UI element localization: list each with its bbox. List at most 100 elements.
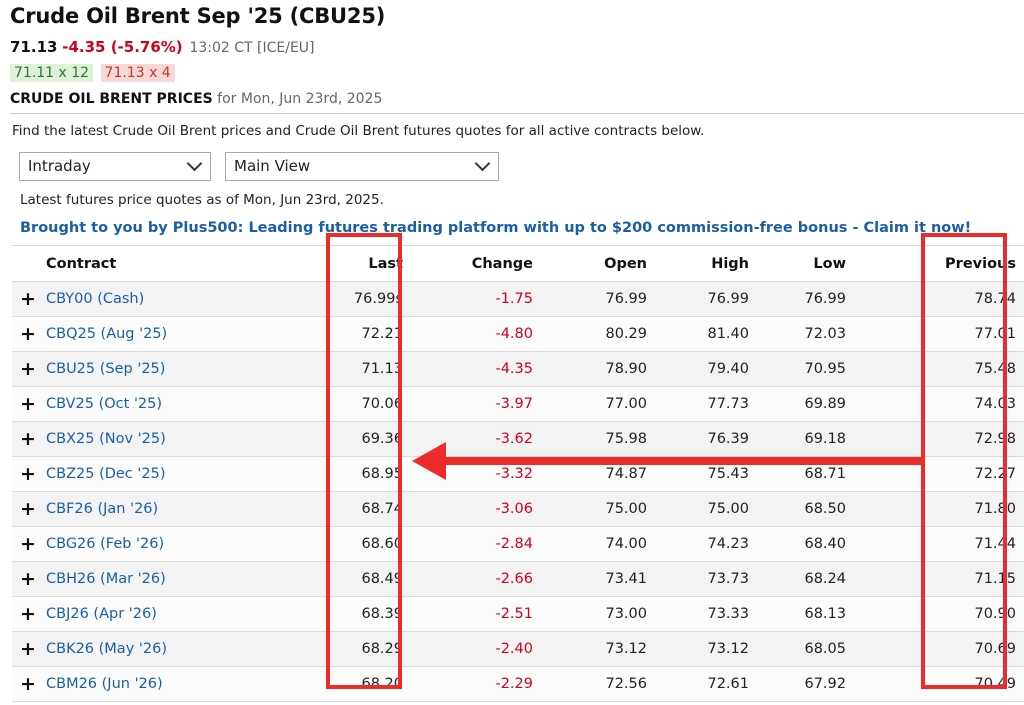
- contract-link[interactable]: CBQ25 (Aug '25): [40, 316, 321, 352]
- table-row[interactable]: + CBY00 (Cash) 76.99s -1.75 76.99 76.99 76.99 7…: [12, 281, 1024, 317]
- cell-change: -3.97: [411, 386, 541, 422]
- cell-change: -3.32: [411, 456, 541, 492]
- cell-last: 68.29: [321, 631, 411, 667]
- table-row[interactable]: + CBJ26 (Apr '26) 68.39 -2.51 73.00 73.33 68.1…: [12, 596, 1024, 632]
- promo-link[interactable]: Brought to you by Plus500: Leading futur…: [20, 220, 972, 236]
- period-select[interactable]: Intraday: [19, 152, 211, 181]
- cell-low: 68.50: [757, 491, 854, 527]
- cell-high: 73.73: [655, 561, 757, 597]
- cell-high: 72.61: [655, 666, 757, 702]
- expand-plus-icon[interactable]: +: [12, 631, 40, 667]
- cell-last: 68.74: [321, 491, 411, 527]
- contract-link[interactable]: CBU25 (Sep '25): [40, 351, 321, 387]
- cell-previous: 71.15: [854, 561, 1024, 597]
- cell-change: -2.40: [411, 631, 541, 667]
- column-header-low[interactable]: Low: [757, 245, 854, 282]
- contract-link[interactable]: CBF26 (Jan '26): [40, 491, 321, 527]
- expand-plus-icon[interactable]: +: [12, 491, 40, 527]
- cell-change: -2.66: [411, 561, 541, 597]
- cell-low: 69.18: [757, 421, 854, 457]
- chevron-down-icon: [474, 155, 491, 172]
- cell-last: 70.06: [321, 386, 411, 422]
- cell-open: 73.00: [541, 596, 655, 632]
- table-row[interactable]: + CBM26 (Jun '26) 68.20 -2.29 72.56 72.61 67.9…: [12, 666, 1024, 702]
- cell-high: 81.40: [655, 316, 757, 352]
- cell-previous: 72.98: [854, 421, 1024, 457]
- cell-change: -4.35: [411, 351, 541, 387]
- page-title: Crude Oil Brent Sep '25 (CBU25): [10, 4, 386, 28]
- quote-time: 13:02 CT [ICE/EU]: [189, 40, 315, 56]
- cell-low: 68.13: [757, 596, 854, 632]
- cell-last: 68.49: [321, 561, 411, 597]
- cell-low: 70.95: [757, 351, 854, 387]
- cell-low: 68.24: [757, 561, 854, 597]
- cell-open: 75.00: [541, 491, 655, 527]
- cell-previous: 70.69: [854, 631, 1024, 667]
- cell-open: 73.12: [541, 631, 655, 667]
- cell-last: 71.13: [321, 351, 411, 387]
- expand-plus-icon[interactable]: +: [12, 281, 40, 317]
- contract-link[interactable]: CBY00 (Cash): [40, 281, 321, 317]
- contract-link[interactable]: CBK26 (May '26): [40, 631, 321, 667]
- table-row[interactable]: + CBV25 (Oct '25) 70.06 -3.97 77.00 77.73 69.8…: [12, 386, 1024, 422]
- cell-last: 68.60: [321, 526, 411, 562]
- cell-low: 68.71: [757, 456, 854, 492]
- expand-plus-icon[interactable]: +: [12, 666, 40, 702]
- cell-previous: 71.80: [854, 491, 1024, 527]
- column-header-contract[interactable]: Contract: [12, 245, 321, 282]
- prices-label: CRUDE OIL BRENT PRICES: [10, 91, 213, 107]
- contract-link[interactable]: CBM26 (Jun '26): [40, 666, 321, 702]
- expand-plus-icon[interactable]: +: [12, 596, 40, 632]
- contract-link[interactable]: CBJ26 (Apr '26): [40, 596, 321, 632]
- ask-badge: 71.13 x 4: [100, 64, 175, 82]
- column-header-high[interactable]: High: [655, 245, 757, 282]
- expand-plus-icon[interactable]: +: [12, 316, 40, 352]
- expand-plus-icon[interactable]: +: [12, 456, 40, 492]
- table-row[interactable]: + CBQ25 (Aug '25) 72.21 -4.80 80.29 81.40 72.0…: [12, 316, 1024, 352]
- cell-low: 67.92: [757, 666, 854, 702]
- expand-plus-icon[interactable]: +: [12, 386, 40, 422]
- contract-link[interactable]: CBZ25 (Dec '25): [40, 456, 321, 492]
- cell-high: 79.40: [655, 351, 757, 387]
- table-row[interactable]: + CBH26 (Mar '26) 68.49 -2.66 73.41 73.73 68.2…: [12, 561, 1024, 597]
- cell-last: 72.21: [321, 316, 411, 352]
- bid-badge: 71.11 x 12: [10, 64, 94, 82]
- cell-open: 74.87: [541, 456, 655, 492]
- expand-plus-icon[interactable]: +: [12, 421, 40, 457]
- page-description: Find the latest Crude Oil Brent prices a…: [12, 123, 705, 139]
- cell-low: 69.89: [757, 386, 854, 422]
- column-header-previous[interactable]: Previous: [854, 245, 1024, 282]
- table-row[interactable]: + CBZ25 (Dec '25) 68.95 -3.32 74.87 75.43 68.7…: [12, 456, 1024, 492]
- cell-open: 80.29: [541, 316, 655, 352]
- cell-open: 76.99: [541, 281, 655, 317]
- chevron-down-icon: [186, 155, 203, 172]
- cell-high: 74.23: [655, 526, 757, 562]
- expand-plus-icon[interactable]: +: [12, 351, 40, 387]
- view-select[interactable]: Main View: [225, 152, 499, 181]
- contract-link[interactable]: CBG26 (Feb '26): [40, 526, 321, 562]
- cell-previous: 74.03: [854, 386, 1024, 422]
- contract-link[interactable]: CBV25 (Oct '25): [40, 386, 321, 422]
- table-row[interactable]: + CBU25 (Sep '25) 71.13 -4.35 78.90 79.40 70.9…: [12, 351, 1024, 387]
- table-row[interactable]: + CBK26 (May '26) 68.29 -2.40 73.12 73.12 68.0…: [12, 631, 1024, 667]
- table-row[interactable]: + CBF26 (Jan '26) 68.74 -3.06 75.00 75.00 68.5…: [12, 491, 1024, 527]
- contract-link[interactable]: CBH26 (Mar '26): [40, 561, 321, 597]
- table-row[interactable]: + CBG26 (Feb '26) 68.60 -2.84 74.00 74.23 68.4…: [12, 526, 1024, 562]
- cell-change: -1.75: [411, 281, 541, 317]
- cell-high: 75.00: [655, 491, 757, 527]
- column-header-open[interactable]: Open: [541, 245, 655, 282]
- contract-link[interactable]: CBX25 (Nov '25): [40, 421, 321, 457]
- expand-plus-icon[interactable]: +: [12, 561, 40, 597]
- price-change: -4.35 (-5.76%): [62, 38, 183, 56]
- column-header-last[interactable]: Last: [321, 245, 411, 282]
- expand-plus-icon[interactable]: +: [12, 526, 40, 562]
- cell-low: 68.40: [757, 526, 854, 562]
- cell-change: -2.51: [411, 596, 541, 632]
- cell-previous: 78.74: [854, 281, 1024, 317]
- column-header-change[interactable]: Change: [411, 245, 541, 282]
- cell-open: 78.90: [541, 351, 655, 387]
- cell-change: -2.84: [411, 526, 541, 562]
- cell-change: -4.80: [411, 316, 541, 352]
- table-row[interactable]: + CBX25 (Nov '25) 69.36 -3.62 75.98 76.39 69.1…: [12, 421, 1024, 457]
- prices-heading: CRUDE OIL BRENT PRICES for Mon, Jun 23rd…: [10, 91, 382, 107]
